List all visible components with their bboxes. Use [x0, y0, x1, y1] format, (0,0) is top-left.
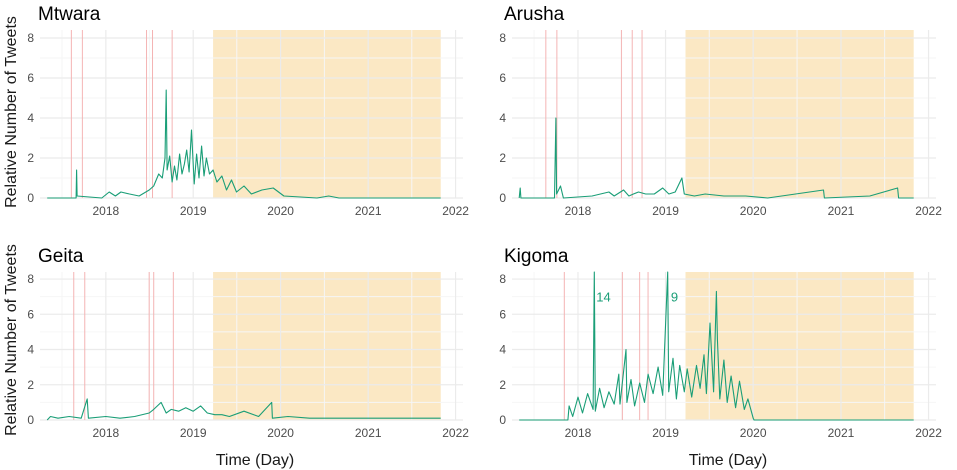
- series-line: [47, 89, 441, 199]
- x-tick-label: 2021: [828, 204, 855, 218]
- panel-title: Geita: [38, 246, 84, 267]
- y-tick-label: 8: [499, 272, 506, 286]
- y-axis-title-bottom: Relative Number of Tweets: [3, 244, 20, 436]
- x-tick-label: 2021: [828, 426, 855, 440]
- y-tick-label: 6: [27, 307, 34, 321]
- x-axis-title-left: Time (Day): [216, 452, 295, 469]
- panel-geita: 0 2 4 6 8 2018 2019 2020 2021 2022 Geita: [27, 246, 469, 440]
- x-tick-label: 2022: [915, 204, 942, 218]
- series-line: [519, 271, 914, 421]
- y-tick-label: 0: [27, 191, 34, 205]
- annotation-label: 9: [671, 290, 678, 305]
- x-tick-label: 2018: [92, 426, 119, 440]
- y-tick-label: 2: [499, 151, 506, 165]
- x-tick-label: 2021: [355, 204, 382, 218]
- y-tick-label: 0: [27, 413, 34, 427]
- x-tick-label: 2019: [180, 426, 207, 440]
- y-tick-label: 4: [27, 343, 34, 357]
- panel-title: Kigoma: [504, 246, 569, 267]
- x-tick-label: 2022: [915, 426, 942, 440]
- x-tick-label: 2020: [267, 204, 294, 218]
- y-tick-label: 0: [499, 191, 506, 205]
- x-tick-label: 2019: [652, 426, 679, 440]
- y-tick-label: 8: [27, 31, 34, 45]
- y-tick-label: 4: [27, 111, 34, 125]
- x-tick-label: 2018: [565, 204, 592, 218]
- y-tick-label: 4: [499, 111, 506, 125]
- x-tick-label: 2020: [740, 426, 767, 440]
- panel-kigoma: 0 2 4 6 8 2018 2019 2020 2021 2022 14 9 Kigoma: [499, 246, 942, 440]
- panel-title: Arusha: [504, 4, 565, 25]
- panel-title: Mtwara: [38, 4, 101, 25]
- x-tick-label: 2020: [740, 204, 767, 218]
- panel-arusha: 0 2 4 6 8 2018 2019 2020 2021 2022 Arusha: [499, 4, 942, 218]
- y-tick-label: 4: [499, 343, 506, 357]
- x-tick-label: 2018: [92, 204, 119, 218]
- shaded-period: [213, 272, 441, 420]
- y-tick-label: 6: [27, 71, 34, 85]
- y-tick-label: 0: [499, 413, 506, 427]
- y-tick-label: 6: [499, 71, 506, 85]
- x-tick-label: 2022: [442, 204, 469, 218]
- annotation-label: 14: [596, 290, 610, 305]
- panel-mtwara: 0 2 4 6 8 2018 2019 2020 2021 2022 Mtwara: [27, 4, 469, 218]
- y-tick-label: 2: [499, 378, 506, 392]
- y-tick-label: 2: [27, 378, 34, 392]
- y-tick-label: 8: [499, 31, 506, 45]
- y-tick-label: 6: [499, 307, 506, 321]
- x-tick-label: 2022: [442, 426, 469, 440]
- x-tick-label: 2018: [565, 426, 592, 440]
- y-tick-label: 2: [27, 151, 34, 165]
- x-axis-title-right: Time (Day): [689, 452, 768, 469]
- shaded-period: [685, 30, 914, 198]
- y-tick-label: 8: [27, 272, 34, 286]
- series-line: [518, 117, 914, 199]
- x-tick-label: 2019: [180, 204, 207, 218]
- shaded-period: [213, 30, 441, 198]
- x-tick-label: 2019: [652, 204, 679, 218]
- x-tick-label: 2021: [355, 426, 382, 440]
- x-tick-label: 2020: [267, 426, 294, 440]
- y-axis-title-top: Relative Number of Tweets: [3, 16, 20, 208]
- series-line: [46, 398, 441, 421]
